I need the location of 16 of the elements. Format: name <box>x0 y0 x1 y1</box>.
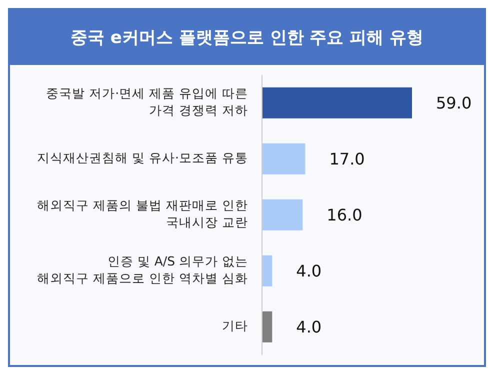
data-label: 4.0 <box>296 262 322 280</box>
data-label: 59.0 <box>436 94 472 112</box>
bar <box>262 143 306 174</box>
y-tick-label: 해외직구 제품의 불법 재판매로 인한 국내시장 교란 <box>37 198 248 230</box>
bar <box>262 199 303 230</box>
y-tick-label: 중국발 저가·면세 제품 유입에 따른 가격 경쟁력 저하 <box>46 86 248 118</box>
chart-title: 중국 e커머스 플랫폼으로 인한 주요 피해 유형 <box>10 10 484 65</box>
bar <box>262 255 272 286</box>
y-tick-label: 기타 <box>222 318 248 334</box>
y-tick-label: 인증 및 A/S 의무가 없는 해외직구 제품으로 인한 역차별 심화 <box>37 254 248 286</box>
y-tick-label: 지식재산권침해 및 유사·모조품 유통 <box>37 150 248 166</box>
data-label: 16.0 <box>326 206 362 224</box>
bar <box>262 87 412 118</box>
data-label: 4.0 <box>296 318 322 336</box>
bar <box>262 311 272 342</box>
data-label: 17.0 <box>329 150 365 168</box>
